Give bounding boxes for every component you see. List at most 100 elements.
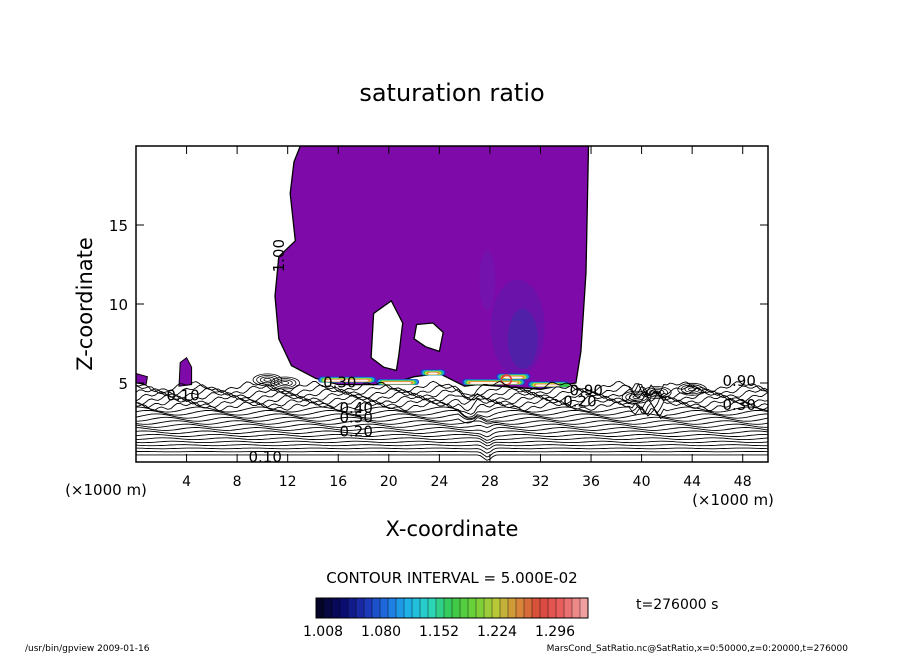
colorbar-cell [484, 598, 492, 618]
colorbar-tick-label: 1.008 [303, 624, 343, 640]
footer-left: /usr/bin/gpview 2009-01-16 [25, 644, 150, 654]
contour-line [136, 447, 768, 454]
colorbar-frame [315, 597, 589, 619]
contour-swirl [641, 386, 672, 399]
y-tick-label: 10 [109, 296, 128, 314]
contour-interval-label: CONTOUR INTERVAL = 5.000E-02 [326, 569, 577, 587]
time-label: t=276000 s [636, 597, 718, 613]
high-ratio-band [325, 379, 369, 382]
colorbar-cell [436, 598, 444, 618]
contour-line [136, 444, 768, 450]
colorbar-cell [540, 598, 548, 618]
colorbar-cell [420, 598, 428, 618]
fill-core-inner [507, 308, 538, 369]
x-tick-label: 24 [430, 474, 448, 490]
contour-label: 0.90 [570, 382, 603, 400]
x-tick-label: 32 [532, 474, 550, 490]
contour-line [136, 406, 768, 420]
x-axis-label: X-coordinate [386, 517, 519, 541]
colorbar-cell [532, 598, 540, 618]
fill-hole-left [370, 299, 404, 372]
colorbar-cell [524, 598, 532, 618]
footer-right: MarsCond_SatRatio.nc@SatRatio,x=0:50000,… [547, 644, 849, 654]
contour-lines [136, 373, 768, 461]
x-tick-label: 44 [683, 474, 701, 490]
contour-swirl [652, 390, 661, 395]
x-tick-label: 28 [481, 474, 499, 490]
high-ratio-band [469, 382, 518, 384]
x-tick-label: 16 [329, 474, 347, 490]
colorbar-tick-label: 1.080 [361, 624, 401, 640]
colorbar-cell [580, 598, 588, 618]
contour-swirl [649, 389, 665, 396]
high-ratio-spot-green [559, 383, 570, 387]
contour-line [136, 416, 768, 424]
colorbar-cell [444, 598, 452, 618]
colorbar-cell [564, 598, 572, 618]
contour-swirl [263, 377, 272, 382]
contour-label: 0.10 [166, 386, 199, 404]
x-tick-label: 48 [734, 474, 752, 490]
fill-hole-right [413, 322, 444, 353]
colorbar-cell [332, 598, 340, 618]
high-ratio-band [427, 372, 439, 375]
colorbar-cell [356, 598, 364, 618]
contour-label: 0.30 [323, 374, 356, 392]
contour-label: 0.40 [340, 399, 373, 417]
colorbar-cell [428, 598, 436, 618]
colorbar-cell [396, 598, 404, 618]
contour-swirl [281, 381, 290, 385]
contour-swirl [680, 384, 704, 395]
colorbar-cell [372, 598, 380, 618]
fill-patch-edge [136, 372, 148, 386]
colorbar-cell [364, 598, 372, 618]
contour-label: 0.20 [340, 423, 373, 441]
plot-area: 1.000.100.300.400.500.200.100.200.900.90… [136, 146, 768, 462]
colorbar-cell [380, 598, 388, 618]
contour-swirl [259, 376, 276, 384]
colorbar-cell [388, 598, 396, 618]
fill-core-plume [479, 250, 496, 311]
colorbar-cell [508, 598, 516, 618]
colorbar-cell [404, 598, 412, 618]
contour-line [136, 427, 768, 433]
contour-label: 0.30 [722, 396, 755, 414]
colorbar-cell [348, 598, 356, 618]
colorbar-cell [500, 598, 508, 618]
contour-line [136, 451, 768, 458]
contour-line [136, 430, 768, 438]
x-tick-label: 12 [279, 474, 297, 490]
colorbar-cell [316, 598, 324, 618]
y-axis: 5 10 15 [109, 217, 768, 393]
y-unit-label: (×1000 m) [65, 481, 147, 499]
colorbar-cell [556, 598, 564, 618]
colorbar-cell [468, 598, 476, 618]
contour-label: 1.00 [270, 239, 288, 272]
contour-swirl [632, 395, 641, 400]
contour-swirl [677, 382, 707, 396]
colorbar-cell [476, 598, 484, 618]
colorbar-cell [452, 598, 460, 618]
colorbar-cell [412, 598, 420, 618]
contour-line [136, 420, 768, 425]
saturation-fill [136, 146, 590, 390]
x-tick-label: 36 [582, 474, 600, 490]
contour-label: 0.50 [340, 409, 373, 427]
chart-title: saturation ratio [359, 79, 544, 107]
colorbar-cell [548, 598, 556, 618]
colorbar-cell [340, 598, 348, 618]
contour-line [136, 440, 768, 447]
colorbar-cell [324, 598, 332, 618]
contour-swirl [645, 387, 668, 398]
y-tick-label: 5 [118, 375, 128, 393]
contour-label: 0.20 [563, 393, 596, 411]
contour-line [136, 433, 768, 441]
x-tick-label: 40 [633, 474, 651, 490]
contour-swirl [628, 393, 645, 401]
colorbar-cell [572, 598, 580, 618]
contour-line [136, 401, 768, 415]
colorbar-tick-label: 1.296 [535, 624, 575, 640]
colorbar-tick-label: 1.152 [419, 624, 459, 640]
x-tick-label: 20 [380, 474, 398, 490]
